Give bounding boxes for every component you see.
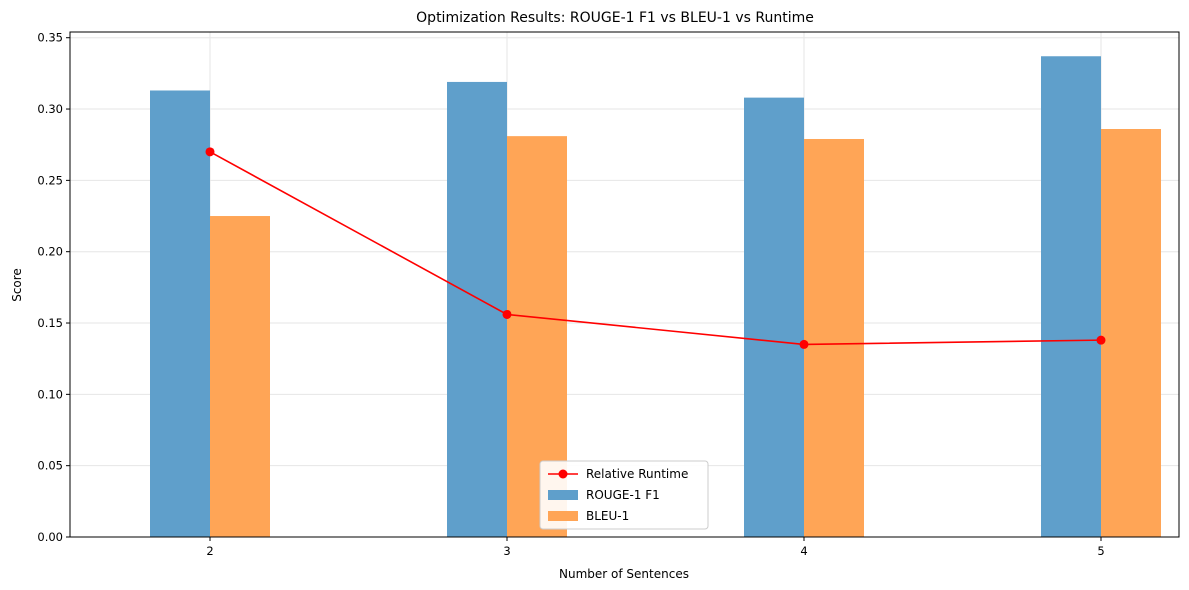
x-tick-label: 5 — [1097, 544, 1104, 558]
y-tick-label: 0.25 — [37, 173, 63, 187]
y-tick-label: 0.30 — [37, 102, 63, 116]
bar-bleu-1-5 — [1101, 129, 1161, 537]
y-tick-label: 0.05 — [37, 459, 63, 473]
bar-bleu-1-2 — [210, 216, 270, 537]
x-tick-label: 3 — [503, 544, 510, 558]
legend-label: BLEU-1 — [586, 509, 629, 523]
bar-rouge-1-f1-5 — [1041, 56, 1101, 538]
x-tick-label: 2 — [206, 544, 213, 558]
y-tick-label: 0.10 — [37, 387, 63, 401]
plot-frame — [69, 31, 1180, 538]
legend-swatch-bleu-1 — [548, 511, 578, 521]
bar-rouge-1-f1-4 — [744, 97, 804, 538]
x-axis-label: Number of Sentences — [559, 567, 689, 581]
y-tick-label: 0.15 — [37, 316, 63, 330]
chart-title: Optimization Results: ROUGE-1 F1 vs BLEU… — [416, 10, 814, 26]
point-relative-runtime-4 — [799, 339, 809, 349]
point-relative-runtime-2 — [205, 147, 215, 157]
line-relative-runtime — [209, 151, 1102, 346]
legend-label: ROUGE-1 F1 — [586, 488, 660, 502]
y-tick-label: 0.20 — [37, 245, 63, 259]
bars-layer — [150, 56, 1161, 538]
ticks-layer: 0.00 0.05 0.10 0.15 0.20 0.25 0.30 0.35 2 3 4 5 — [37, 31, 1104, 558]
legend-marker-relative-runtime — [558, 469, 568, 479]
y-axis-label: Score — [10, 268, 24, 302]
legend-swatch-rouge-1-f1 — [548, 490, 578, 500]
y-tick-label: 0.00 — [37, 530, 63, 544]
point-relative-runtime-5 — [1096, 335, 1106, 345]
bar-bleu-1-4 — [804, 138, 864, 538]
x-tick-label: 4 — [800, 544, 807, 558]
point-relative-runtime-3 — [502, 309, 512, 319]
legend-box — [539, 460, 709, 530]
y-tick-label: 0.35 — [37, 31, 63, 45]
legend: Relative Runtime ROUGE-1 F1 BLEU-1 — [539, 460, 709, 530]
line-layer — [205, 147, 1106, 349]
legend-label: Relative Runtime — [586, 467, 688, 481]
bar-rouge-1-f1-2 — [150, 90, 210, 537]
